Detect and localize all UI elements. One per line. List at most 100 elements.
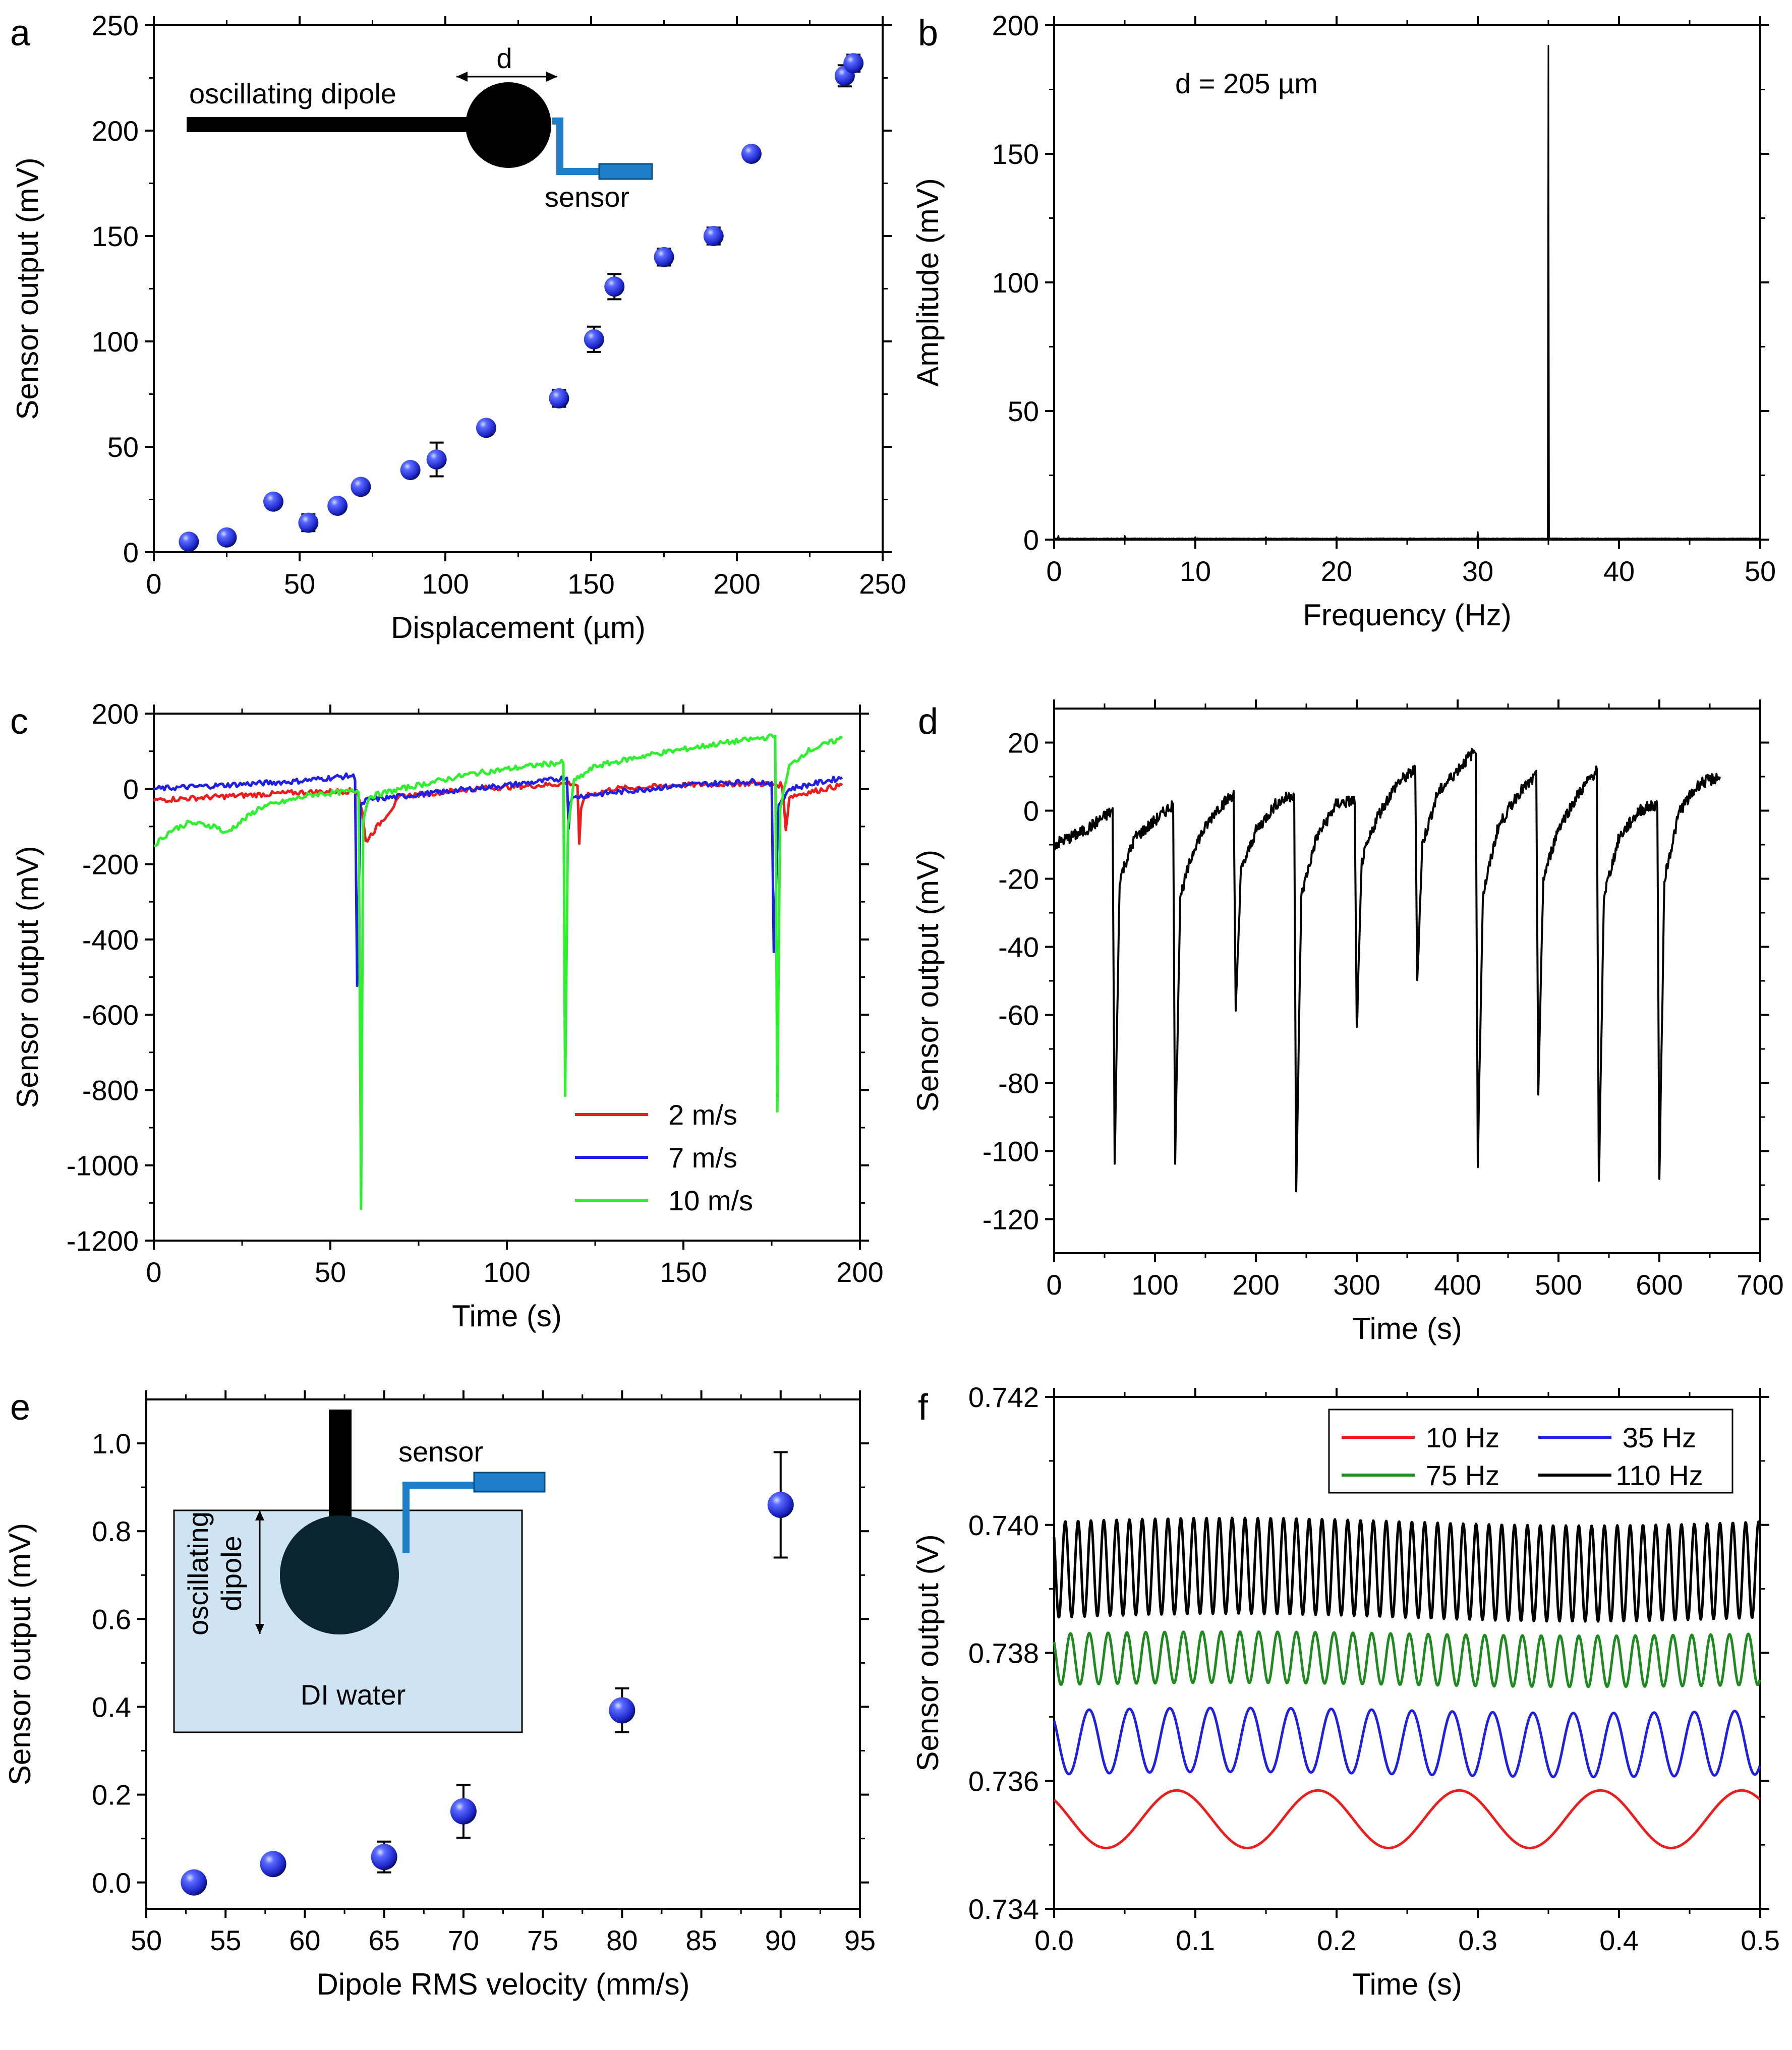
x-tick-label: 600 <box>1636 1269 1683 1301</box>
displacement-label: d <box>496 42 512 74</box>
y-axis-label: Amplitude (mV) <box>911 178 945 386</box>
x-tick-label: 300 <box>1333 1269 1380 1301</box>
y-tick-label: 0 <box>1023 524 1039 556</box>
y-axis-label: Sensor output (mV) <box>911 850 945 1112</box>
data-point <box>767 1491 794 1518</box>
x-tick-label: 30 <box>1462 555 1493 587</box>
dipole-label: oscillating <box>182 1511 214 1635</box>
data-point <box>604 276 625 297</box>
y-tick-label: 0 <box>123 537 139 568</box>
y-tick-label: 0.0 <box>92 1867 131 1899</box>
panel-f: f 0.0 0.1 0.2 0.3 0.4 0.5 0.734 0.736 0.738 0.740 0… <box>911 1381 1780 2001</box>
series-7-m-s <box>153 772 843 987</box>
x-tick-label: 70 <box>448 1924 479 1956</box>
y-tick-label: -80 <box>998 1068 1039 1099</box>
arrow-heads <box>456 72 557 82</box>
legend-box <box>1328 1409 1733 1494</box>
data-point <box>476 418 496 438</box>
legend-label: 10 m/s <box>668 1185 753 1216</box>
y-tick-label: 200 <box>992 10 1039 41</box>
spectrum-line <box>1054 45 1761 540</box>
legend-label: 110 Hz <box>1615 1459 1703 1491</box>
x-axis-label: Frequency (Hz) <box>1303 598 1511 632</box>
plot-frame <box>1053 24 1761 541</box>
y-tick-label: 0.4 <box>92 1691 131 1723</box>
y-tick-label: -800 <box>82 1074 139 1106</box>
x-tick-label: 400 <box>1434 1269 1481 1301</box>
x-tick-label: 700 <box>1737 1269 1783 1301</box>
x-tick-label: 65 <box>369 1924 400 1956</box>
y-tick-label: 20 <box>1008 727 1039 759</box>
x-tick-label: 10 <box>1180 555 1211 587</box>
data-point <box>263 491 283 512</box>
data-point <box>181 1869 207 1896</box>
panel-b: b 0 10 20 30 40 50 0 50 100 150 200 Frequency (Hz) Am… <box>911 10 1776 632</box>
data-point <box>327 496 348 516</box>
dipole-sphere <box>280 1515 399 1634</box>
y-tick-label: 50 <box>107 431 139 463</box>
y-tick-label: 0 <box>1023 795 1039 827</box>
x-tick-label: 250 <box>859 568 906 600</box>
x-tick-label: 50 <box>315 1256 346 1288</box>
data-point <box>654 247 674 267</box>
legend-label: 10 Hz <box>1426 1422 1499 1453</box>
data-point <box>260 1851 286 1878</box>
y-tick-label: -200 <box>82 849 139 881</box>
y-tick-label: 50 <box>1008 395 1039 427</box>
y-axis-label: Sensor output (mV) <box>3 1523 37 1785</box>
y-tick-label: 0 <box>123 773 139 805</box>
dipole-rod <box>187 117 469 132</box>
x-tick-label: 0 <box>146 1256 161 1288</box>
x-axis-label: Time (s) <box>452 1299 562 1333</box>
x-tick-label: 200 <box>713 568 760 600</box>
x-tick-label: 200 <box>1232 1269 1279 1301</box>
x-tick-label: 90 <box>765 1924 796 1956</box>
y-tick-label: 150 <box>92 220 139 252</box>
x-tick-label: 100 <box>1131 1269 1178 1301</box>
dipole-label: dipole <box>215 1536 247 1611</box>
panel-e: e 50 55 60 65 70 75 80 85 90 95 0.0 0.2 0.4 0.6 0.8 1.0 D… <box>3 1387 876 2001</box>
x-tick-label: 0.3 <box>1458 1924 1497 1956</box>
x-tick-label: 500 <box>1535 1269 1582 1301</box>
series-110-Hz <box>1053 1516 1761 1623</box>
x-tick-label: 0.4 <box>1599 1924 1639 1956</box>
y-tick-label: 200 <box>92 115 139 147</box>
y-tick-label: 0.8 <box>92 1515 131 1547</box>
data-point <box>741 143 762 164</box>
sensor-trace <box>1053 747 1721 1193</box>
panel-label: b <box>918 13 938 53</box>
annotation: d = 205 µm <box>1175 68 1318 99</box>
y-tick-label: 0.734 <box>968 1893 1039 1925</box>
panel-c: c 0 50 100 150 200 -1200 -1000 -800 -600 -400 -200 0… <box>10 698 884 1333</box>
panel-label: d <box>918 701 938 742</box>
x-axis-label: Time (s) <box>1352 1967 1462 2001</box>
panel-label: a <box>10 13 31 53</box>
y-tick-label: -60 <box>998 1000 1039 1031</box>
legend-label: 2 m/s <box>668 1099 737 1131</box>
data-point <box>400 459 421 480</box>
y-tick-label: -1000 <box>67 1150 139 1182</box>
panel-label: e <box>10 1387 30 1428</box>
data-point <box>371 1844 397 1870</box>
sensor-wire <box>552 118 600 175</box>
legend-label: 35 Hz <box>1623 1422 1696 1453</box>
dipole-label: oscillating dipole <box>189 78 396 109</box>
x-tick-label: 75 <box>527 1924 558 1956</box>
y-axis-label: Sensor output (V) <box>911 1534 945 1771</box>
data-point <box>609 1697 635 1724</box>
data-point <box>450 1798 477 1825</box>
series-10-Hz <box>1053 1789 1761 1849</box>
x-tick-label: 50 <box>1745 555 1776 587</box>
y-tick-label: 150 <box>992 138 1039 170</box>
x-tick-label: 85 <box>685 1924 717 1956</box>
x-axis-label: Dipole RMS velocity (mm/s) <box>316 1967 689 2001</box>
y-tick-label: -400 <box>82 924 139 956</box>
water-label: DI water <box>301 1679 406 1711</box>
series-35-Hz <box>1053 1707 1761 1779</box>
y-tick-label: -100 <box>982 1136 1039 1167</box>
x-tick-label: 0.2 <box>1317 1924 1356 1956</box>
x-tick-label: 80 <box>606 1924 638 1956</box>
x-tick-label: 200 <box>836 1256 883 1288</box>
sensor-label: sensor <box>545 181 629 213</box>
